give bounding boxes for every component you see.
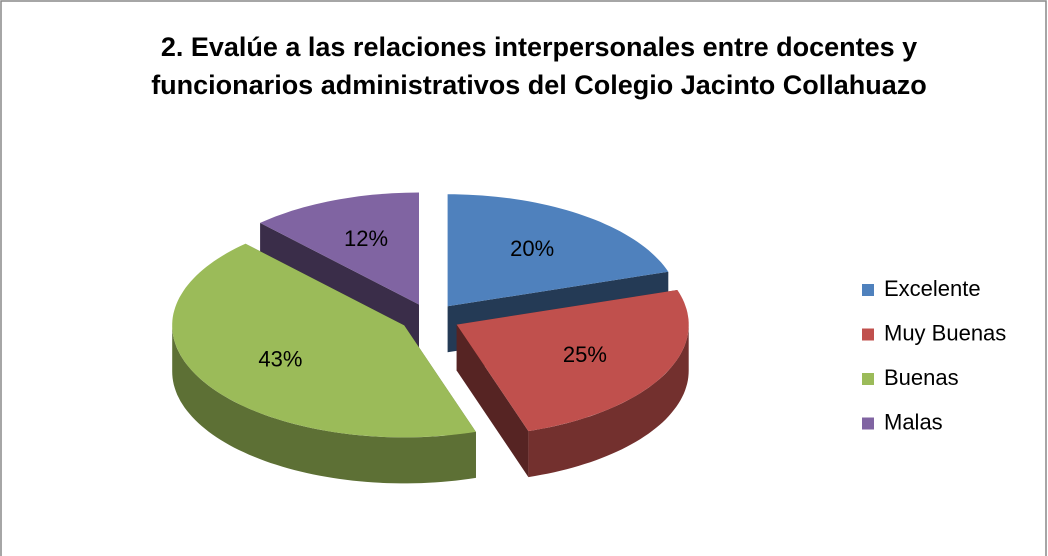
slice-side bbox=[456, 324, 529, 478]
slice bbox=[447, 194, 669, 307]
slice bbox=[260, 192, 419, 305]
slice bbox=[456, 290, 689, 432]
legend-swatch bbox=[862, 417, 874, 430]
legend-swatch bbox=[862, 373, 874, 385]
slice-wall bbox=[528, 324, 689, 478]
data-label: 20% bbox=[510, 236, 554, 261]
legend-label: Excelente bbox=[884, 276, 981, 301]
data-label: 25% bbox=[563, 342, 607, 367]
data-label: 12% bbox=[344, 226, 388, 251]
legend-label: Buenas bbox=[884, 365, 959, 390]
legend-label: Malas bbox=[884, 409, 943, 434]
slice bbox=[172, 243, 476, 438]
data-label: 43% bbox=[258, 347, 302, 372]
legend-swatch bbox=[862, 328, 874, 341]
slice-wall bbox=[172, 325, 476, 484]
legend-swatch bbox=[862, 284, 874, 296]
chart-title: 2. Evalúe a las relaciones interpersonal… bbox=[151, 32, 927, 100]
legend-label: Muy Buenas bbox=[884, 320, 1006, 345]
